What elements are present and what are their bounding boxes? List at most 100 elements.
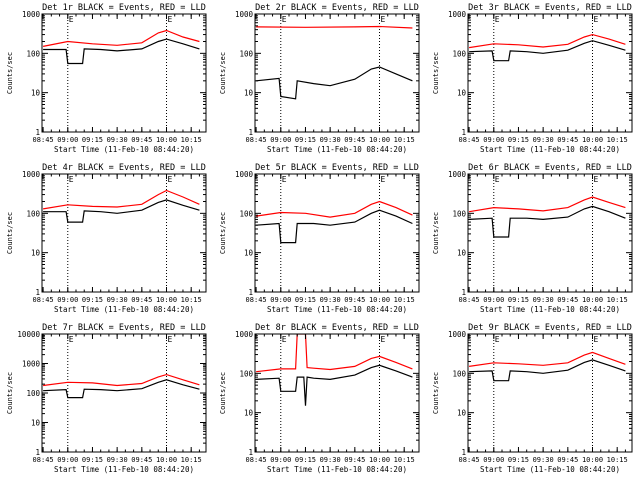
y-axis-title: Counts/sec (6, 212, 14, 254)
series-events-line (256, 364, 413, 406)
panel-det-7: Det 7r BLACK = Events, RED = LLD 1 10 100 10… (6, 323, 207, 474)
event-marker-label: E (69, 335, 74, 344)
event-marker-label: E (495, 15, 500, 24)
event-marker-label: E (168, 175, 173, 184)
x-tick-label: 09:00 (57, 456, 78, 464)
y-axis-title: Counts/sec (6, 52, 14, 94)
x-tick-label: 08:45 (33, 136, 54, 144)
series-events-line (256, 209, 413, 244)
x-tick-label: 09:45 (344, 296, 365, 304)
plot-frame (254, 173, 420, 293)
x-axis-title: Start Time (11-Feb-10 08:44:20) (54, 465, 194, 474)
y-tick-label: 1000 (448, 170, 467, 179)
x-tick-label: 09:30 (320, 136, 341, 144)
event-marker-label: E (381, 15, 386, 24)
x-tick-label: 09:45 (131, 136, 152, 144)
x-tick-label: 10:15 (607, 296, 628, 304)
y-tick-label: 1000 (22, 360, 41, 369)
y-tick-label: 10 (244, 89, 254, 98)
x-tick-label: 09:00 (483, 136, 504, 144)
event-marker-label: E (381, 335, 386, 344)
x-tick-label: 09:00 (57, 296, 78, 304)
y-tick-label: 100 (452, 49, 466, 58)
x-axis-title: Start Time (11-Feb-10 08:44:20) (54, 145, 194, 154)
y-tick-label: 1 (35, 448, 40, 457)
x-tick-label: 09:00 (483, 456, 504, 464)
series-lld-line (469, 196, 626, 213)
y-tick-label: 1 (248, 448, 253, 457)
x-tick-label: 09:00 (270, 136, 291, 144)
x-tick-label: 10:15 (607, 456, 628, 464)
x-tick-label: 10:00 (582, 136, 603, 144)
series-lld-line (43, 189, 200, 210)
x-tick-label: 08:45 (459, 296, 480, 304)
series-events-line (256, 66, 413, 100)
x-tick-label: 08:45 (246, 296, 267, 304)
plot-frame (467, 13, 633, 133)
x-axis-title: Start Time (11-Feb-10 08:44:20) (480, 145, 620, 154)
plot-frame (467, 173, 633, 293)
event-marker-label: E (282, 175, 287, 184)
panel-title: Det 4r BLACK = Events, RED = LLD (42, 163, 206, 173)
x-tick-label: 10:00 (582, 296, 603, 304)
y-tick-label: 1000 (22, 10, 41, 19)
plot-data (42, 29, 200, 65)
x-tick-label: 09:00 (483, 296, 504, 304)
y-tick-label: 1000 (235, 170, 254, 179)
x-tick-label: 09:30 (533, 456, 554, 464)
panel-det-1: Det 1r BLACK = Events, RED = LLD 1 10 100 10… (6, 3, 207, 154)
x-tick-label: 10:00 (369, 136, 390, 144)
series-events-line (469, 40, 626, 62)
x-tick-label: 09:15 (82, 136, 103, 144)
series-lld-line (469, 351, 626, 367)
y-tick-label: 100 (26, 389, 40, 398)
y-axis-title: Counts/sec (432, 212, 440, 254)
plot-data (43, 373, 200, 399)
y-axis-title: Counts/sec (219, 52, 227, 94)
x-tick-label: 09:15 (295, 456, 316, 464)
x-tick-label: 09:45 (131, 296, 152, 304)
x-tick-label: 09:30 (107, 136, 128, 144)
panel-det-3: Det 3r BLACK = Events, RED = LLD 1 10 100 10… (432, 3, 633, 154)
x-tick-label: 09:30 (533, 296, 554, 304)
x-tick-label: 09:15 (82, 296, 103, 304)
panel-title: Det 6r BLACK = Events, RED = LLD (468, 163, 632, 173)
plot-data (256, 25, 413, 100)
x-tick-label: 09:30 (320, 296, 341, 304)
plot-frame (41, 13, 207, 133)
y-tick-label: 1000 (22, 170, 41, 179)
x-tick-label: 09:15 (508, 456, 529, 464)
series-events-line (469, 359, 626, 382)
panel-det-9: Det 9r BLACK = Events, RED = LLD 1 10 100 10… (432, 323, 633, 474)
y-tick-label: 10 (457, 249, 467, 258)
panel-det-5: Det 5r BLACK = Events, RED = LLD 1 10 100 10… (219, 163, 420, 314)
x-axis-title: Start Time (11-Feb-10 08:44:20) (267, 465, 407, 474)
x-tick-label: 09:15 (508, 296, 529, 304)
y-tick-label: 10 (31, 249, 41, 258)
x-tick-label: 10:00 (156, 456, 177, 464)
x-axis-title: Start Time (11-Feb-10 08:44:20) (267, 145, 407, 154)
x-tick-label: 09:00 (57, 136, 78, 144)
panel-det-6: Det 6r BLACK = Events, RED = LLD 1 10 100 10… (432, 163, 633, 314)
event-marker-label: E (282, 15, 287, 24)
x-tick-label: 09:15 (82, 456, 103, 464)
x-tick-label: 09:30 (320, 456, 341, 464)
y-tick-label: 10 (244, 249, 254, 258)
x-tick-label: 08:45 (246, 136, 267, 144)
panel-det-2: Det 2r BLACK = Events, RED = LLD 1 10 100 10… (219, 3, 420, 154)
panel-title: Det 1r BLACK = Events, RED = LLD (42, 3, 206, 13)
series-events-line (43, 379, 200, 399)
panel-det-8: Det 8r BLACK = Events, RED = LLD 1 10 100 10… (219, 323, 420, 474)
series-lld-line (256, 200, 413, 218)
y-tick-label: 100 (452, 209, 466, 218)
panel-title: Det 8r BLACK = Events, RED = LLD (255, 323, 419, 333)
y-tick-label: 1 (35, 288, 40, 297)
x-tick-label: 09:30 (107, 456, 128, 464)
series-lld-line (43, 373, 200, 387)
y-tick-label: 1000 (235, 10, 254, 19)
x-tick-label: 09:15 (295, 296, 316, 304)
y-tick-label: 1 (461, 128, 466, 137)
plot-data (469, 196, 626, 238)
event-marker-label: E (69, 175, 74, 184)
x-tick-label: 08:45 (33, 296, 54, 304)
